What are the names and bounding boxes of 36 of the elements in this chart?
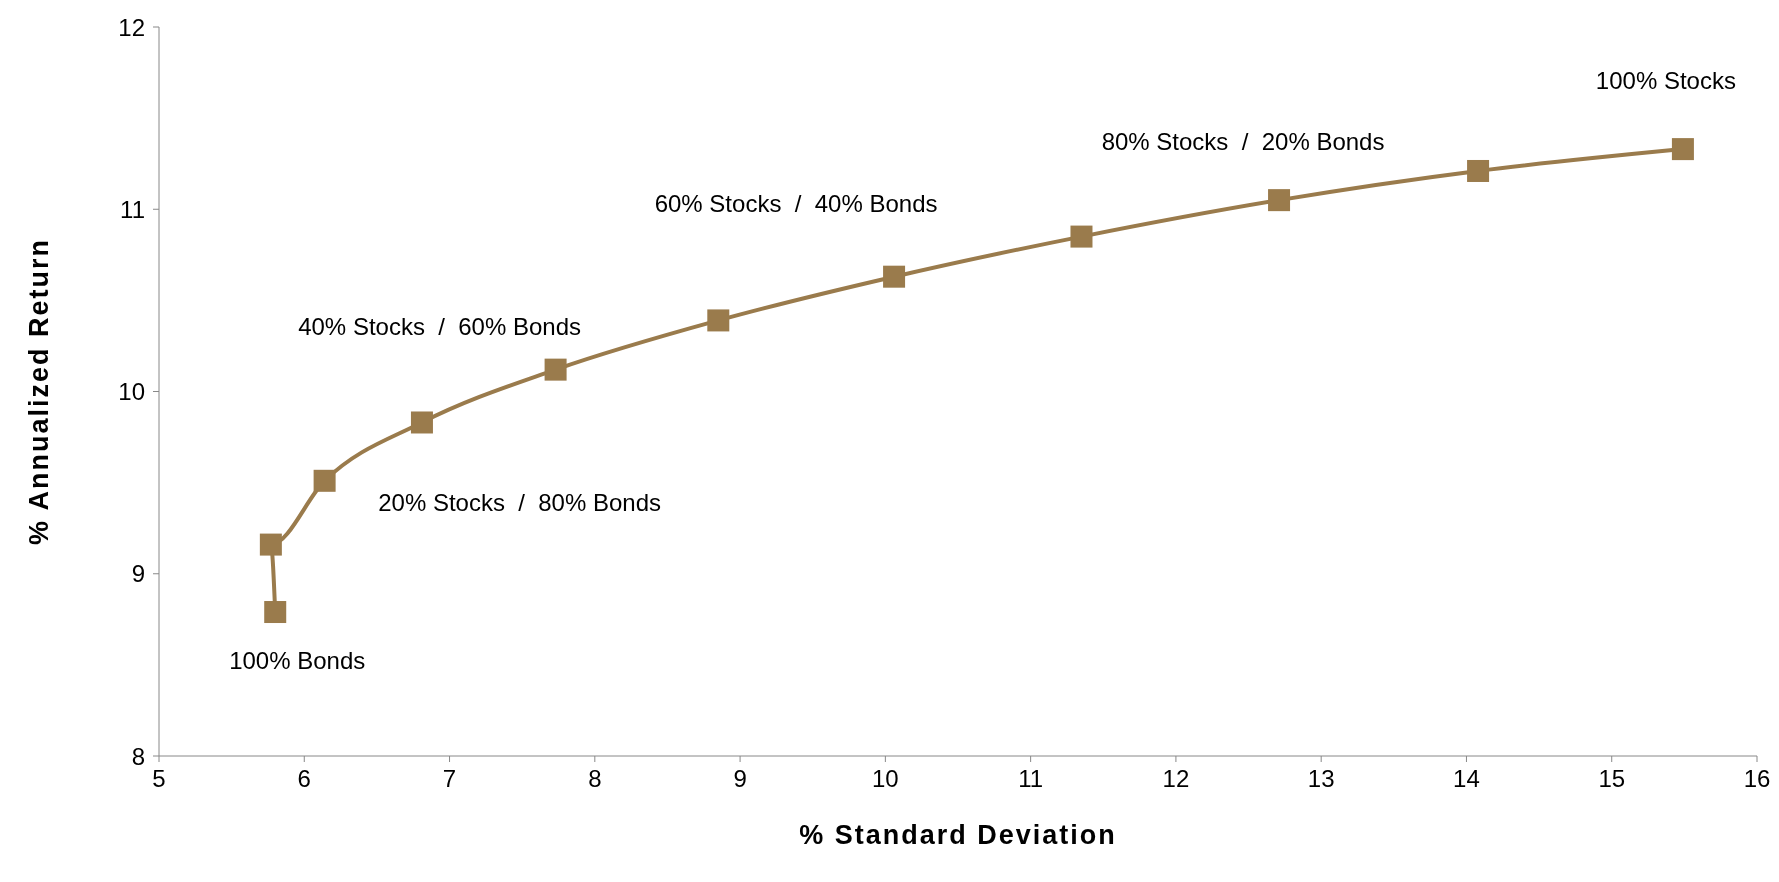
x-tick-label: 5 (152, 765, 166, 793)
y-axis-title: % Annualized Return (23, 237, 54, 546)
x-tick-label: 13 (1307, 765, 1335, 793)
point (883, 265, 906, 288)
x-tick-label: 9 (733, 765, 747, 793)
annotation: 60% Stocks / 40% Bonds (654, 190, 938, 218)
x-tick-label: 10 (872, 765, 899, 793)
x-tick-label: 14 (1453, 765, 1480, 793)
x-axis-title: % Standard Deviation (799, 820, 1117, 850)
annotation: 20% Stocks / 80% Bonds (378, 489, 662, 517)
y-tick-label: 9 (131, 560, 145, 588)
y-tick-label: 11 (120, 195, 145, 223)
point (544, 358, 567, 381)
y-tick-label: 12 (118, 13, 145, 41)
annotation: 40% Stocks / 60% Bonds (298, 313, 582, 341)
annotation: 100% Stocks (1595, 66, 1736, 94)
annotation: 100% Bonds (229, 646, 366, 674)
x-tick-label: 11 (1018, 765, 1044, 793)
point (410, 411, 433, 434)
point (259, 533, 282, 556)
point (1268, 189, 1291, 212)
point (1467, 159, 1490, 182)
x-tick-label: 15 (1598, 765, 1626, 793)
point (264, 601, 287, 624)
x-tick-label: 12 (1162, 765, 1190, 793)
point (1070, 225, 1093, 248)
annotation: 80% Stocks / 20% Bonds (1101, 127, 1385, 155)
x-tick-label: 6 (297, 765, 311, 793)
point (1671, 138, 1694, 161)
y-tick-label: 8 (131, 742, 145, 770)
x-tick-label: 7 (442, 765, 457, 793)
point (313, 469, 336, 492)
point (707, 309, 730, 332)
x-tick-label: 8 (588, 765, 602, 793)
y-tick-label: 10 (118, 378, 145, 406)
x-tick-label: 16 (1743, 765, 1771, 793)
